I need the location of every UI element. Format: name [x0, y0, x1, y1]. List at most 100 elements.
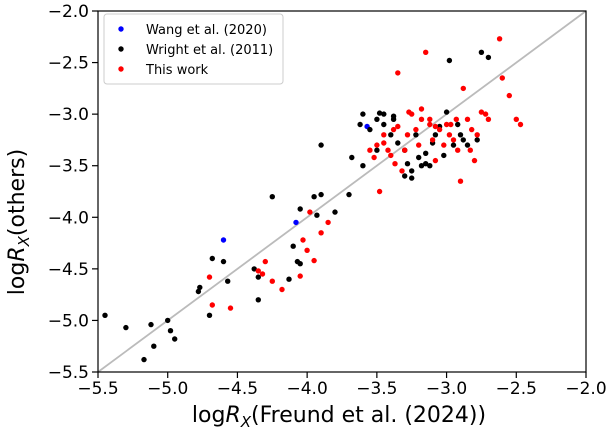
data-point — [453, 116, 459, 123]
series-3 — [206, 36, 524, 311]
plot-frame — [97, 10, 587, 373]
x-tick-label: −4.0 — [287, 379, 328, 399]
data-point — [367, 147, 373, 153]
data-point — [404, 161, 411, 167]
data-point — [418, 116, 425, 123]
data-point — [307, 209, 313, 215]
data-point — [399, 168, 405, 174]
data-point — [450, 142, 457, 148]
data-point — [506, 92, 512, 99]
data-point — [269, 194, 275, 200]
data-point — [374, 147, 380, 153]
y-tick-label: −3.5 — [48, 157, 89, 177]
data-point — [206, 312, 213, 318]
data-point — [441, 142, 447, 148]
data-point — [467, 147, 473, 153]
data-point — [441, 152, 447, 159]
x-tick-label: −4.5 — [217, 379, 258, 399]
y-tick-label: −5.5 — [48, 363, 89, 383]
data-point — [418, 163, 425, 169]
data-point — [318, 142, 324, 148]
y-tick-label: −2.5 — [48, 54, 89, 74]
data-point — [404, 132, 411, 138]
data-point — [460, 137, 466, 143]
data-point — [225, 278, 231, 284]
data-point — [371, 154, 377, 161]
data-point — [427, 116, 433, 123]
one-to-one-line — [97, 10, 587, 373]
legend-label: This work — [145, 63, 209, 78]
data-point — [220, 258, 227, 265]
data-point — [423, 49, 429, 55]
data-point — [381, 140, 387, 146]
legend: Wang et al. (2020) Wright et al. (2011) Th… — [103, 13, 284, 85]
data-point — [455, 147, 461, 153]
series-2 — [102, 49, 492, 363]
data-point — [227, 305, 234, 311]
data-point — [390, 126, 397, 133]
x-tick-label: −3.5 — [356, 379, 397, 399]
y-tick-label: −3.0 — [48, 105, 89, 125]
data-point — [482, 111, 489, 117]
data-point — [290, 243, 296, 249]
data-point — [297, 261, 303, 267]
series-1 — [220, 123, 370, 243]
data-point — [293, 219, 299, 226]
data-point — [374, 142, 380, 148]
x-tick-label: −5.0 — [147, 379, 188, 399]
data-point — [381, 121, 387, 128]
data-point — [485, 116, 492, 123]
data-point — [423, 150, 429, 156]
y-tick-label: −2.0 — [48, 2, 89, 22]
data-point — [443, 109, 450, 115]
y-tick-label: −4.0 — [48, 208, 89, 228]
x-tick-label: −2.5 — [496, 379, 537, 399]
data-point — [279, 286, 285, 293]
data-point — [209, 255, 215, 262]
data-point — [255, 268, 261, 274]
data-point — [416, 142, 422, 148]
data-point — [517, 121, 524, 128]
data-point — [432, 157, 439, 164]
data-point — [141, 356, 147, 363]
data-point — [209, 302, 215, 308]
data-point — [206, 274, 213, 280]
data-point — [432, 123, 439, 130]
data-point — [457, 178, 464, 184]
data-point — [102, 312, 108, 318]
data-point — [381, 111, 387, 117]
data-point — [406, 109, 412, 115]
data-point — [346, 191, 352, 198]
data-point — [376, 110, 383, 116]
data-point — [427, 163, 433, 169]
data-point — [297, 273, 303, 279]
data-point — [460, 85, 466, 92]
data-point — [413, 126, 419, 133]
data-point — [443, 121, 450, 128]
data-point — [485, 54, 492, 61]
data-point — [388, 152, 394, 159]
data-point — [262, 258, 268, 265]
x-axis-label: logRX(Freund et al. (2024)) — [192, 403, 486, 431]
data-point — [416, 154, 422, 161]
plot-area — [97, 10, 587, 373]
x-tick-label: −3.0 — [426, 379, 467, 399]
data-point — [478, 49, 485, 55]
data-point — [376, 188, 383, 195]
data-point — [474, 132, 480, 138]
data-point — [464, 116, 471, 123]
data-point — [402, 147, 408, 153]
data-point — [423, 161, 429, 167]
data-point — [513, 116, 519, 123]
x-tick-label: −5.5 — [77, 379, 118, 399]
data-point — [332, 209, 338, 215]
legend-marker — [118, 26, 124, 32]
y-axis-label: logRX(others) — [5, 149, 33, 295]
data-point — [499, 75, 505, 81]
data-point — [469, 126, 475, 133]
legend-box — [103, 13, 284, 85]
legend-marker — [118, 46, 124, 52]
data-point — [349, 154, 355, 161]
data-point — [318, 230, 324, 236]
data-point — [197, 284, 203, 291]
